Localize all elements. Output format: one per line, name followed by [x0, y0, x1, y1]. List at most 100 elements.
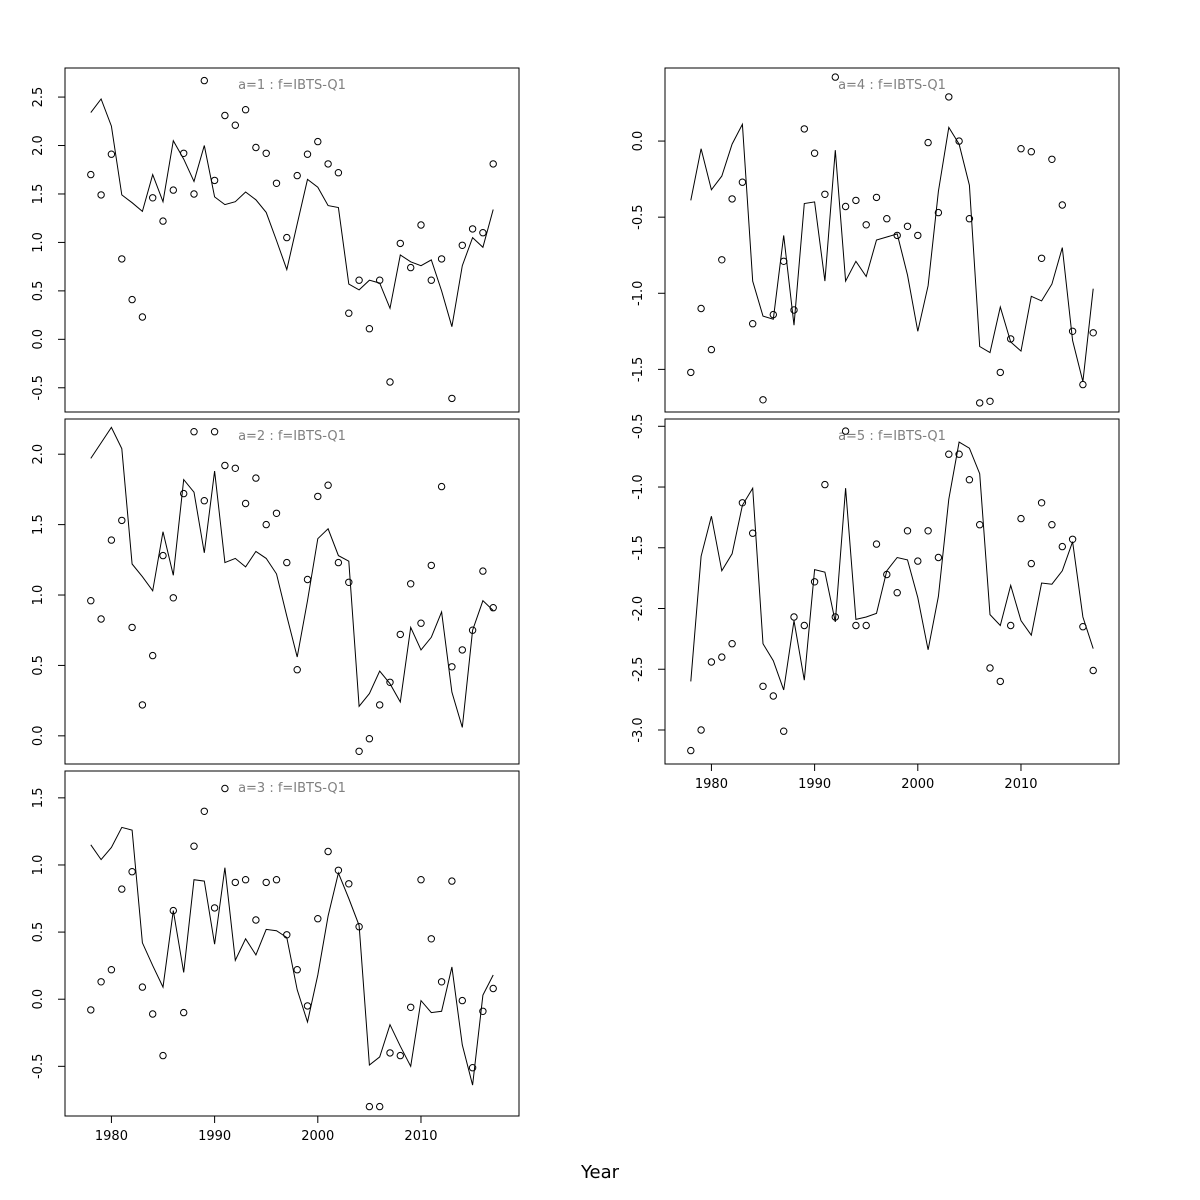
observed-point [810, 578, 819, 586]
panel-title: a=3 : f=IBTS-Q1 [238, 781, 346, 796]
observed-point [262, 520, 270, 529]
observed-point [241, 876, 250, 884]
y-tick-label: -2.0 [631, 596, 646, 621]
observed-point [128, 868, 136, 876]
observed-point [159, 551, 167, 560]
y-tick-label: 1.0 [31, 855, 46, 876]
y-tick-label: -0.5 [631, 204, 646, 229]
observed-point [986, 397, 994, 405]
observed-point [1079, 380, 1087, 389]
observed-point [1048, 521, 1056, 529]
observed-point [862, 621, 870, 630]
observed-point [407, 1003, 415, 1011]
observed-point [458, 241, 466, 250]
observed-point [1048, 155, 1056, 164]
fitted-line [690, 122, 1094, 382]
panel-frame [64, 418, 520, 765]
y-tick-label: -1.0 [631, 474, 646, 499]
observed-point [934, 208, 943, 217]
observed-point [945, 93, 953, 101]
observed-point [914, 557, 922, 565]
x-tick-label: 2000 [301, 1129, 334, 1144]
observed-point [448, 663, 456, 671]
observed-point [821, 480, 829, 489]
observed-point [231, 464, 240, 472]
y-tick-label: -1.5 [631, 357, 646, 382]
observed-point [262, 878, 270, 887]
observed-point [272, 509, 281, 517]
observed-point [138, 983, 147, 991]
observed-point [903, 527, 912, 535]
x-tick-label: 1990 [198, 1129, 231, 1144]
observed-point [1027, 148, 1036, 156]
observed-point [996, 677, 1004, 686]
observed-point [210, 428, 219, 436]
observed-point [955, 450, 963, 458]
observed-point [738, 178, 747, 186]
observed-point [976, 521, 984, 529]
observed-point [821, 190, 829, 199]
y-tick-label: 0.0 [31, 725, 46, 746]
panel-title: a=5 : f=IBTS-Q1 [838, 429, 946, 444]
observed-point [728, 640, 736, 648]
observed-point [687, 746, 695, 755]
observed-point [427, 276, 435, 284]
observed-point [707, 345, 716, 354]
y-tick-label: -1.0 [631, 281, 646, 306]
observed-point [303, 575, 312, 584]
observed-point [934, 553, 943, 562]
observed-point [489, 984, 497, 993]
observed-point [169, 186, 178, 194]
observed-point [780, 727, 788, 735]
observed-point [407, 263, 415, 272]
observed-point [1068, 327, 1077, 335]
observed-point [800, 125, 808, 133]
x-axis-title: Year [580, 1162, 620, 1183]
y-tick-label: 0.0 [631, 131, 646, 152]
observed-point [97, 978, 105, 986]
y-tick-label: 2.5 [31, 87, 46, 108]
y-tick-label: -0.5 [631, 414, 646, 439]
observed-point [169, 594, 178, 602]
observed-point [1017, 145, 1025, 153]
observed-point [800, 621, 808, 630]
y-tick-label: 1.5 [31, 184, 46, 205]
observed-point [872, 540, 881, 548]
observed-point [479, 1007, 487, 1015]
observed-point [334, 169, 343, 177]
observed-point [790, 613, 798, 621]
y-tick-label: -1.5 [631, 535, 646, 560]
observed-point [759, 396, 767, 404]
observed-point [386, 678, 394, 686]
observed-point [241, 499, 250, 508]
y-tick-label: 1.5 [31, 788, 46, 809]
observed-point [87, 1006, 95, 1014]
observed-point [283, 233, 291, 242]
panel-1: a=1 : f=IBTS-Q1 -0.5 0.0 0.5 1.0 1.5 2.0 2.5 [31, 67, 520, 413]
observed-point [107, 150, 116, 158]
y-tick-label: 1.5 [31, 514, 46, 535]
observed-point [458, 996, 466, 1005]
observed-point [965, 215, 974, 223]
observed-point [345, 880, 353, 888]
observed-point [790, 306, 798, 314]
observed-point [97, 615, 105, 623]
observed-point [118, 885, 126, 893]
observed-point [149, 651, 157, 660]
observed-point [852, 196, 860, 205]
observed-point [149, 194, 157, 202]
observed-point [1068, 535, 1077, 543]
panel-frame [664, 418, 1120, 765]
observed-point [769, 692, 777, 700]
observed-point [293, 666, 301, 674]
observed-point [118, 516, 126, 525]
y-tick-label: -0.5 [31, 375, 46, 400]
observed-point [872, 193, 881, 202]
observed-point [324, 847, 332, 856]
observed-point [1058, 542, 1067, 551]
observed-point [862, 221, 870, 229]
observed-point [996, 368, 1004, 377]
fitted-line [690, 441, 1094, 691]
observed-point [200, 76, 209, 85]
observed-point [231, 878, 240, 887]
